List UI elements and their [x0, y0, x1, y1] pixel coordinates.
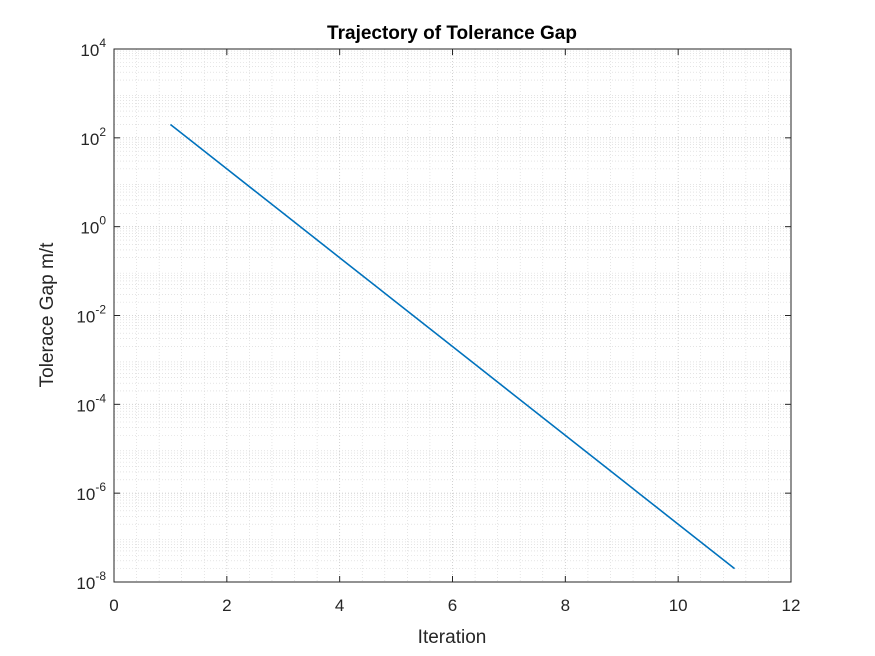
y-ticks: 10-8 10-6 10-4 10-2 100 102 104 — [76, 36, 791, 593]
y-axis-label: Tolerace Gap m/t — [37, 242, 58, 387]
y-tick-label: 100 — [80, 214, 106, 238]
y-tick-label: 10-4 — [76, 391, 106, 415]
y-tick-label: 102 — [80, 125, 106, 149]
series-line — [169, 123, 736, 570]
y-tick-label: 10-2 — [76, 303, 106, 327]
x-tick-label: 2 — [222, 596, 231, 615]
series-layer — [169, 123, 736, 570]
y-tick-label: 10-8 — [76, 569, 106, 593]
chart-title: Trajectory of Tolerance Gap — [327, 23, 577, 44]
x-ticks: 0 2 4 6 8 10 12 — [109, 49, 800, 615]
x-tick-label: 10 — [669, 596, 688, 615]
x-axis-label: Iteration — [418, 627, 487, 648]
x-tick-label: 4 — [335, 596, 344, 615]
x-tick-label: 0 — [109, 596, 118, 615]
y-tick-label: 104 — [80, 36, 106, 60]
x-tick-label: 6 — [448, 596, 457, 615]
x-tick-label: 12 — [782, 596, 801, 615]
x-tick-label: 8 — [561, 596, 570, 615]
y-tick-label: 10-6 — [76, 480, 106, 504]
